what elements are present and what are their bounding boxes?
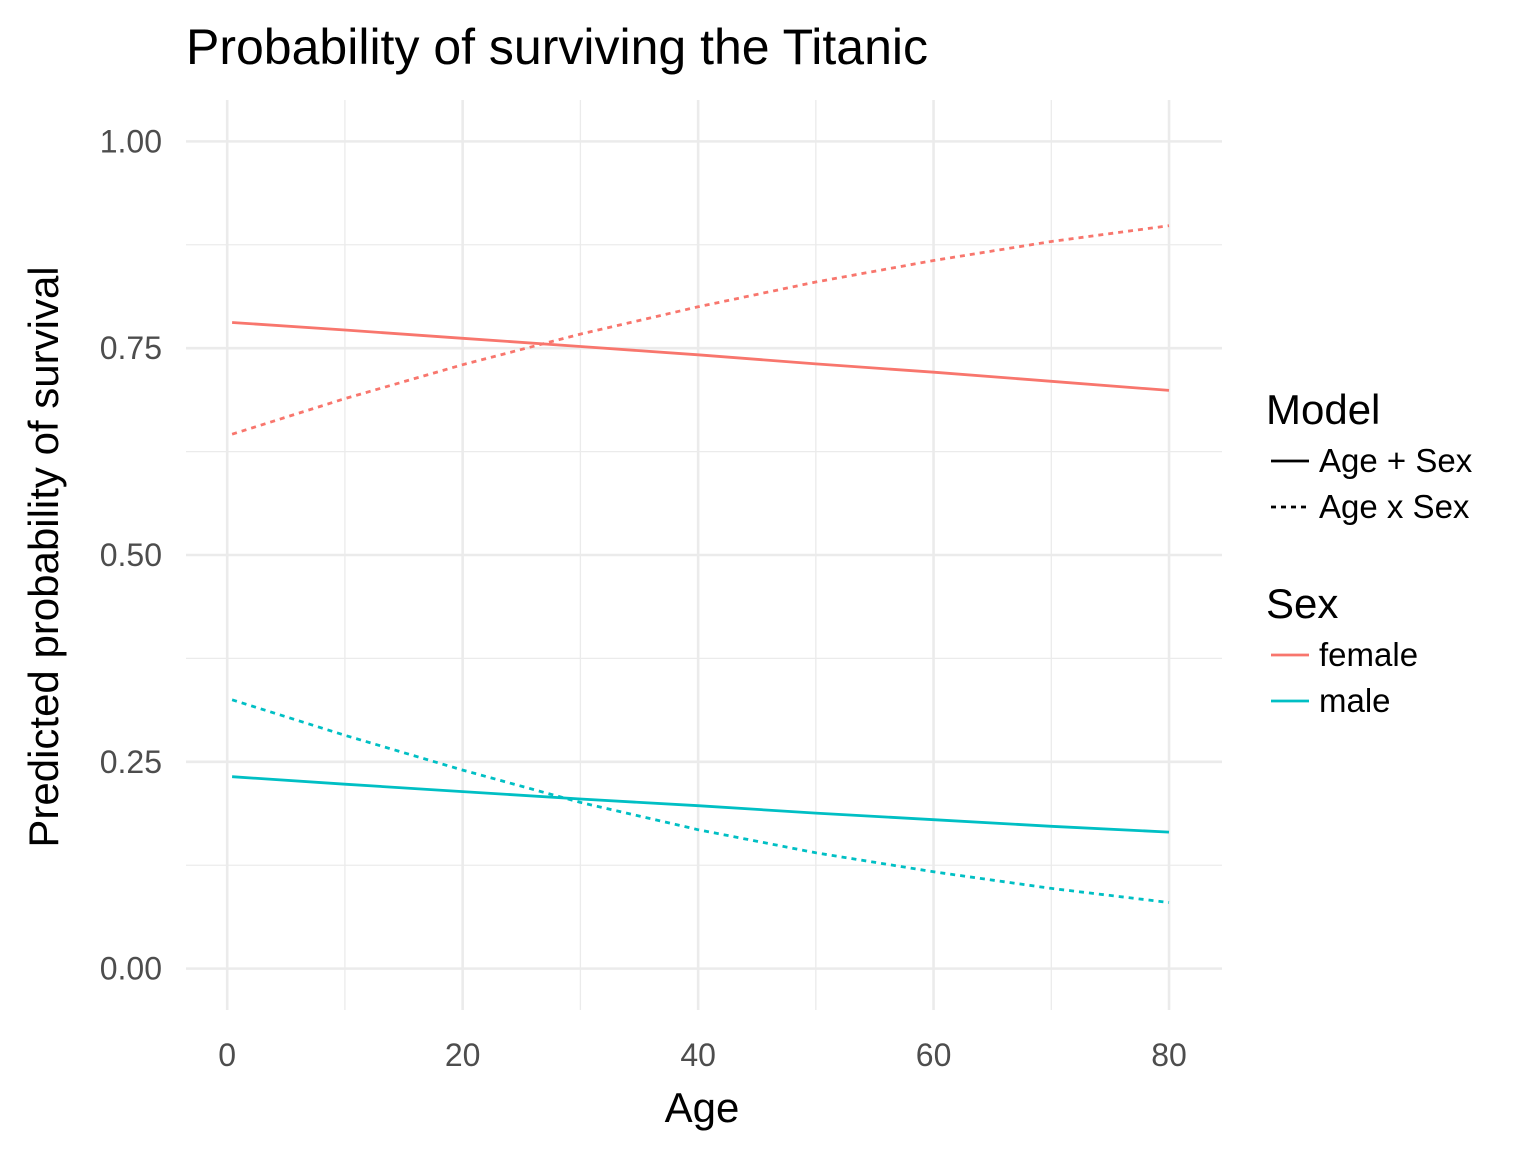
y-tick-label: 1.00 (100, 123, 162, 159)
legend: Model Age + Sex Age x Sex Sex female male (1266, 386, 1473, 719)
x-tick-label: 80 (1151, 1037, 1187, 1073)
x-axis-title: Age (665, 1084, 740, 1131)
x-tick-label: 60 (916, 1037, 952, 1073)
series-line-male-age-plus-sex (232, 775, 1170, 834)
grid (186, 100, 1222, 1010)
x-tick-label: 40 (680, 1037, 716, 1073)
y-tick-label: 0.50 (100, 537, 162, 573)
legend-label: Age x Sex (1319, 488, 1470, 525)
legend-title: Sex (1266, 580, 1338, 627)
series-line-female-age-plus-sex (232, 321, 1170, 392)
chart-title: Probability of surviving the Titanic (186, 19, 928, 75)
legend-title: Model (1266, 386, 1380, 433)
y-tick-label: 0.25 (100, 744, 162, 780)
series-line-male-age-x-sex (231, 698, 1170, 904)
legend-label: Age + Sex (1319, 442, 1473, 479)
legend-label: male (1319, 682, 1391, 719)
y-tick-label: 0.00 (100, 951, 162, 987)
axis-ticks: 0.00 0.25 0.50 0.75 1.00 0 20 40 60 80 (100, 123, 1187, 1073)
y-tick-label: 0.75 (100, 330, 162, 366)
legend-label: female (1319, 636, 1418, 673)
x-tick-label: 20 (445, 1037, 481, 1073)
series-line-female-age-x-sex (231, 224, 1170, 436)
x-tick-label: 0 (218, 1037, 236, 1073)
y-axis-title: Predicted probability of survival (20, 266, 67, 847)
plot-series (231, 224, 1170, 904)
